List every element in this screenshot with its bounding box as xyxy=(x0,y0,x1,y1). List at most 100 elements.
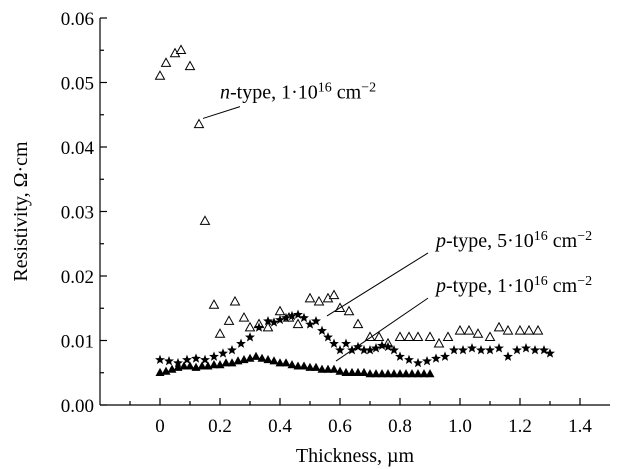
annotation-leader xyxy=(326,252,429,317)
data-point xyxy=(311,315,321,326)
data-point xyxy=(433,337,445,348)
data-point xyxy=(223,315,235,325)
data-point xyxy=(199,215,211,225)
data-point xyxy=(523,324,535,335)
data-point xyxy=(458,344,468,355)
data-point xyxy=(485,344,495,355)
annotation-label: n-type, 1·1016 cm−2 xyxy=(220,80,376,104)
data-point xyxy=(313,295,325,306)
data-point xyxy=(311,362,321,371)
data-point xyxy=(365,369,375,378)
data-point xyxy=(184,60,196,71)
data-point xyxy=(343,305,355,316)
data-point xyxy=(275,358,285,367)
annotation-2: p-type, 1·1016 cm−2 xyxy=(335,274,592,362)
data-point xyxy=(155,354,165,365)
x-tick-label: 1.2 xyxy=(508,416,532,437)
data-point xyxy=(512,344,522,355)
y-ticks: 0.00 0.01 0.02 0.03 0.04 0.05 0.06 xyxy=(61,9,107,417)
data-point xyxy=(244,321,256,332)
data-point xyxy=(209,360,219,369)
data-point xyxy=(389,369,399,378)
data-point xyxy=(214,328,226,338)
data-point xyxy=(425,369,435,378)
data-point xyxy=(292,318,304,329)
data-point xyxy=(305,319,315,329)
data-point xyxy=(329,364,339,373)
data-point xyxy=(317,364,327,373)
x-tick-label: 0.2 xyxy=(208,416,232,437)
data-point xyxy=(442,331,454,342)
data-point xyxy=(262,321,274,332)
data-point xyxy=(530,344,540,355)
data-point xyxy=(251,351,261,360)
data-point xyxy=(200,354,210,365)
data-point xyxy=(218,348,228,358)
data-point xyxy=(154,70,166,80)
data-point xyxy=(160,57,172,67)
data-point xyxy=(413,357,423,368)
data-point xyxy=(263,354,273,364)
y-axis-title: Resistivity, Ω·cm xyxy=(10,141,32,282)
data-point xyxy=(269,356,279,365)
data-point xyxy=(472,328,484,338)
data-point xyxy=(424,331,436,342)
data-point xyxy=(323,364,333,373)
annotation-leader xyxy=(335,297,429,362)
x-tick-label: 0 xyxy=(155,416,165,437)
data-point xyxy=(275,314,285,325)
annotation-label: p-type, 1·1016 cm−2 xyxy=(434,274,592,298)
series-annotations: n-type, 1·1016 cm−2 p-type, 5·1016 cm−2 p-… xyxy=(202,80,592,362)
data-point xyxy=(412,331,424,342)
data-point xyxy=(263,315,273,326)
data-point xyxy=(347,367,357,376)
data-point xyxy=(317,325,327,336)
data-point xyxy=(328,289,340,300)
data-point xyxy=(287,310,297,321)
data-point xyxy=(329,338,339,348)
data-point xyxy=(254,322,264,332)
data-point xyxy=(395,351,405,361)
series-0 xyxy=(154,44,544,348)
data-point xyxy=(403,331,415,342)
data-point xyxy=(335,366,345,375)
series-2 xyxy=(155,351,435,378)
data-point xyxy=(197,361,207,370)
y-tick-label: 0.01 xyxy=(61,332,94,353)
data-point xyxy=(422,355,432,366)
data-point xyxy=(191,353,201,363)
data-point xyxy=(467,343,477,353)
data-point xyxy=(359,367,369,376)
data-point xyxy=(383,341,393,352)
data-point xyxy=(287,360,297,369)
data-point xyxy=(185,361,195,370)
data-point xyxy=(227,344,237,355)
data-point xyxy=(365,344,375,355)
data-point xyxy=(419,369,429,378)
data-point xyxy=(352,318,364,329)
data-point xyxy=(371,369,381,378)
data-point xyxy=(401,369,411,378)
x-tick-label: 0.6 xyxy=(328,416,352,437)
data-point xyxy=(521,343,531,353)
data-point xyxy=(179,361,189,370)
data-point xyxy=(476,344,486,355)
data-point xyxy=(463,324,475,335)
annotation-0: n-type, 1·1016 cm−2 xyxy=(202,80,376,119)
x-ticks: 0 0.2 0.4 0.6 0.8 1.0 1.2 1.4 xyxy=(129,398,592,437)
data-point xyxy=(245,332,255,342)
data-point xyxy=(173,357,183,368)
data-point xyxy=(404,354,414,365)
data-point xyxy=(304,292,316,303)
data-point xyxy=(377,340,387,350)
data-point xyxy=(341,367,351,376)
x-tick-label: 0.4 xyxy=(268,416,292,437)
data-point xyxy=(484,331,496,342)
data-point xyxy=(175,44,187,54)
data-point xyxy=(359,344,369,355)
data-point xyxy=(274,305,286,316)
data-point xyxy=(182,354,192,365)
data-point xyxy=(539,344,549,355)
data-point xyxy=(293,361,303,370)
y-tick-label: 0.06 xyxy=(61,9,94,30)
